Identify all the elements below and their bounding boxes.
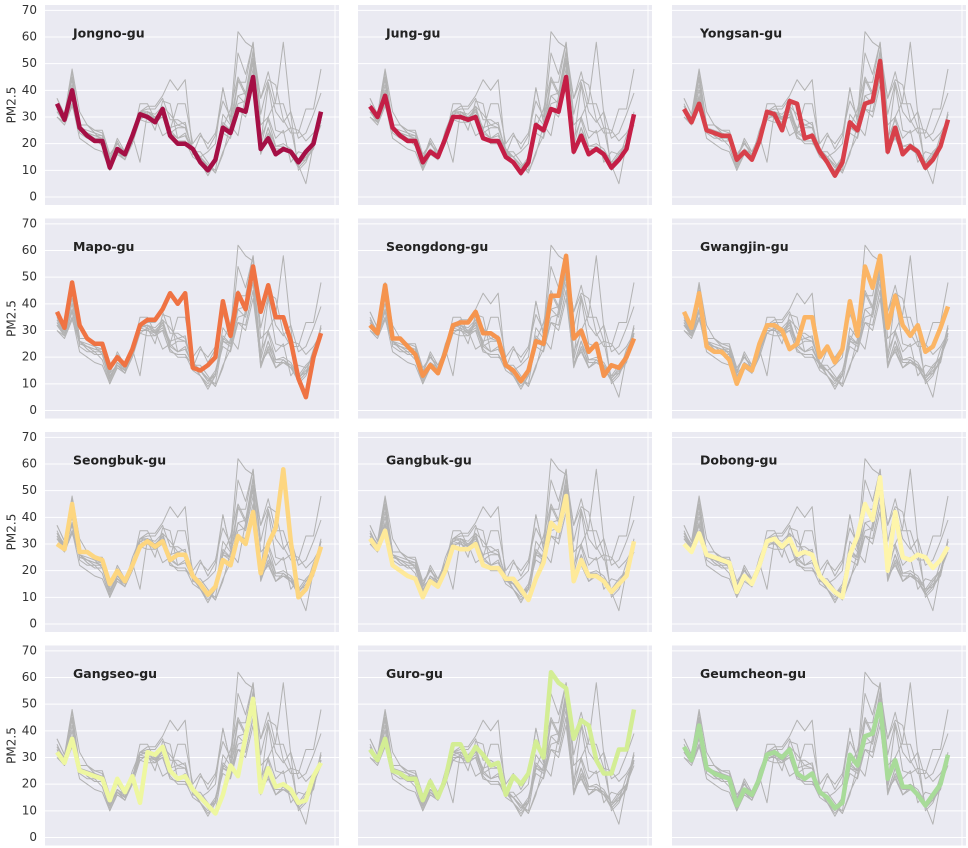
y-tick-label: 40 bbox=[22, 296, 37, 310]
panel-title: Dobong-gu bbox=[700, 453, 777, 468]
y-tick-label: 0 bbox=[29, 190, 37, 204]
background-line bbox=[683, 495, 949, 601]
panel-title: Gwangjin-gu bbox=[700, 239, 789, 254]
background-line bbox=[683, 682, 949, 812]
highlight-line bbox=[368, 74, 637, 176]
highlight-line bbox=[54, 74, 324, 173]
y-tick-label: 40 bbox=[22, 83, 37, 97]
y-tick-label: 70 bbox=[22, 216, 37, 230]
panel-title: Jung-gu bbox=[385, 26, 440, 41]
panel-title: Yongsan-gu bbox=[699, 26, 782, 41]
panel-title: Gangbuk-gu bbox=[386, 453, 472, 468]
background-line bbox=[683, 276, 949, 382]
background-line bbox=[369, 693, 635, 825]
panel-title: Seongdong-gu bbox=[386, 239, 488, 254]
background-line bbox=[683, 468, 949, 598]
highlight-line bbox=[682, 701, 951, 811]
y-tick-label: 20 bbox=[22, 136, 37, 150]
y-tick-label: 10 bbox=[22, 163, 37, 177]
background-line bbox=[56, 63, 322, 169]
y-tick-label: 30 bbox=[22, 323, 37, 337]
highlight-line bbox=[682, 58, 951, 178]
highlight-line bbox=[368, 493, 637, 603]
y-tick-label: 60 bbox=[22, 30, 37, 44]
background-line bbox=[369, 479, 635, 612]
panel-title: Mapo-gu bbox=[73, 239, 134, 254]
panel-title: Geumcheon-gu bbox=[700, 666, 806, 681]
background-line bbox=[683, 41, 949, 171]
background-line bbox=[369, 266, 635, 398]
y-tick-label: 60 bbox=[22, 243, 37, 257]
y-tick-label: 20 bbox=[22, 350, 37, 364]
background-line bbox=[56, 495, 322, 601]
background-line bbox=[56, 276, 322, 382]
background-line bbox=[369, 490, 635, 596]
highlight-line bbox=[54, 264, 324, 400]
y-tick-label: 40 bbox=[22, 723, 37, 737]
background-line bbox=[56, 693, 322, 825]
highlight-line bbox=[368, 253, 637, 384]
y-tick-label: 50 bbox=[22, 483, 37, 497]
background-line bbox=[369, 468, 635, 598]
y-tick-label: 60 bbox=[22, 457, 37, 471]
y-tick-label: 70 bbox=[22, 3, 37, 17]
y-tick-label: 30 bbox=[22, 110, 37, 124]
highlight-line bbox=[55, 467, 324, 600]
background-line bbox=[56, 282, 322, 387]
background-line bbox=[56, 468, 322, 598]
y-tick-label: 70 bbox=[22, 643, 37, 657]
y-tick-label: 70 bbox=[22, 430, 37, 444]
y-tick-label: 50 bbox=[22, 697, 37, 711]
background-line bbox=[369, 41, 635, 171]
y-tick-label: 10 bbox=[22, 803, 37, 817]
y-tick-label: 20 bbox=[22, 563, 37, 577]
y-tick-label: 30 bbox=[22, 750, 37, 764]
y-axis-label: PM2.5 bbox=[5, 300, 19, 337]
y-tick-label: 20 bbox=[22, 777, 37, 791]
y-tick-label: 30 bbox=[22, 537, 37, 551]
highlight-line bbox=[682, 475, 950, 600]
panel-title: Guro-gu bbox=[386, 666, 443, 681]
background-line bbox=[56, 52, 322, 185]
panel-title: Gangseo-gu bbox=[73, 666, 157, 681]
y-tick-label: 10 bbox=[22, 376, 37, 390]
y-tick-label: 0 bbox=[29, 403, 37, 417]
y-tick-label: 0 bbox=[29, 617, 37, 631]
background-line bbox=[683, 282, 949, 387]
y-tick-label: 10 bbox=[22, 590, 37, 604]
background-line bbox=[56, 41, 322, 171]
background-line bbox=[683, 479, 949, 612]
background-line bbox=[56, 682, 322, 812]
y-tick-label: 50 bbox=[22, 270, 37, 284]
y-tick-label: 50 bbox=[22, 56, 37, 70]
highlight-line bbox=[55, 696, 323, 816]
background-line bbox=[369, 52, 635, 185]
y-axis-label: PM2.5 bbox=[5, 727, 19, 764]
y-axis-label: PM2.5 bbox=[5, 87, 19, 124]
y-tick-label: 60 bbox=[22, 670, 37, 684]
y-axis-label: PM2.5 bbox=[5, 514, 19, 551]
highlight-line bbox=[368, 669, 637, 803]
background-line bbox=[683, 52, 949, 185]
panel-title: Jongno-gu bbox=[72, 26, 145, 41]
background-line bbox=[369, 63, 635, 169]
panel-title: Seongbuk-gu bbox=[73, 453, 166, 468]
background-line bbox=[683, 693, 949, 825]
y-tick-label: 0 bbox=[29, 830, 37, 844]
highlight-line bbox=[681, 253, 951, 387]
y-tick-label: 40 bbox=[22, 510, 37, 524]
background-line bbox=[369, 255, 635, 385]
background-line bbox=[369, 682, 635, 812]
